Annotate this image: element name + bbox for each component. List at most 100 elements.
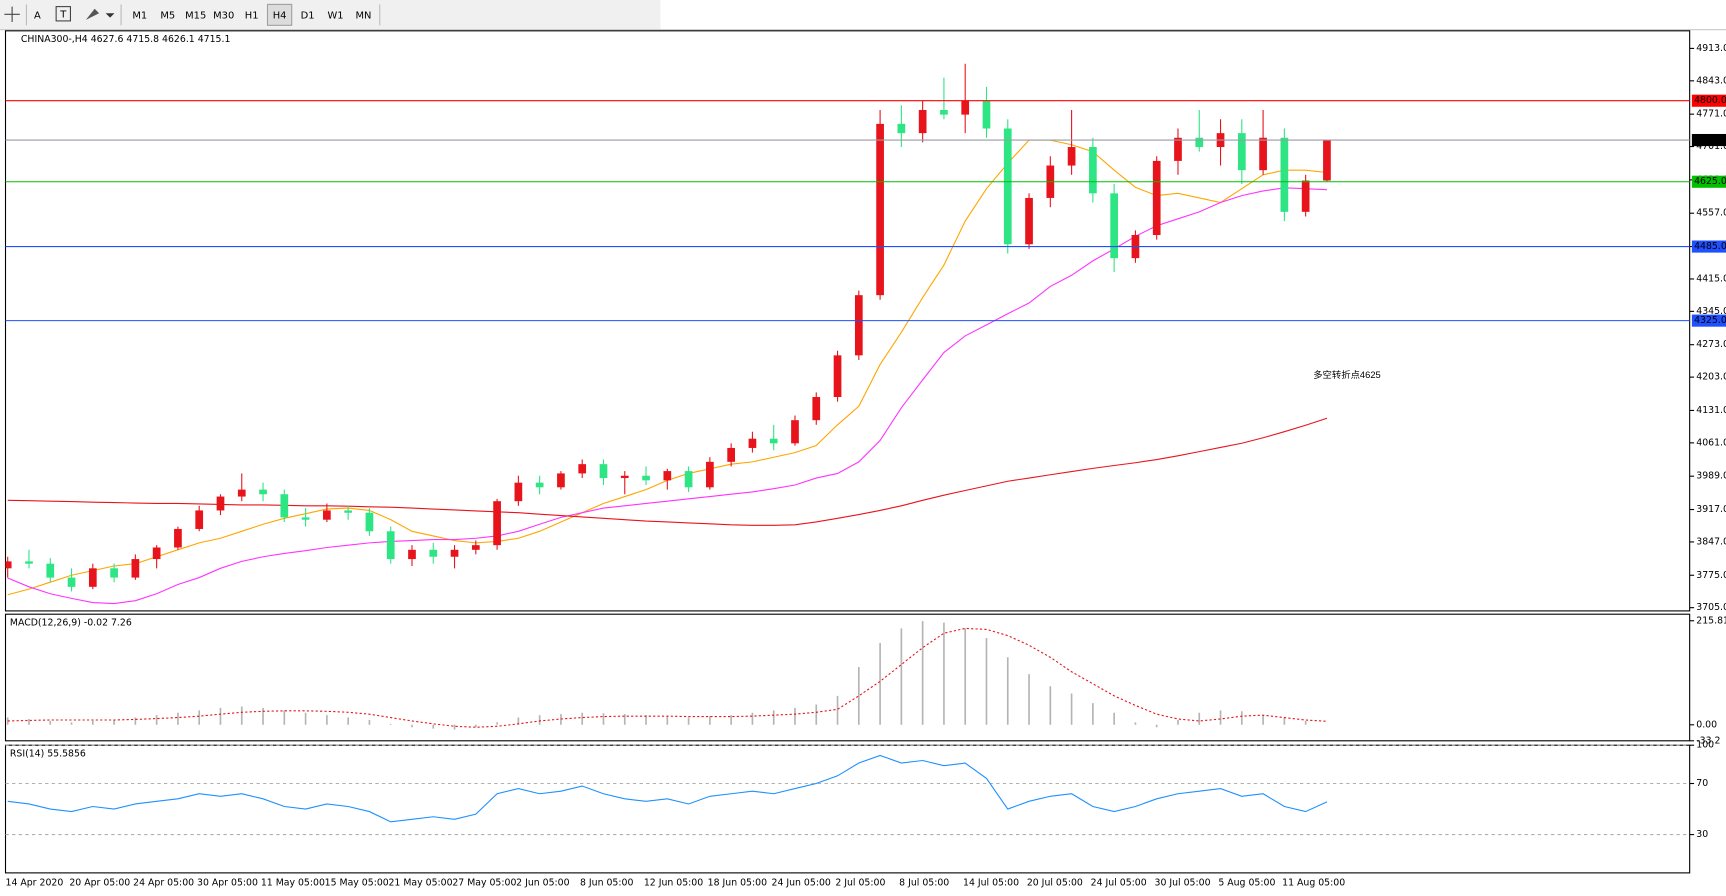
chart-panel (4, 613, 1691, 742)
candle-body (5, 561, 12, 569)
candle-body (152, 547, 161, 560)
moving-average-line (7, 417, 1328, 526)
timeframe-button[interactable]: M15 (185, 10, 206, 21)
price-level-tag (1691, 175, 1726, 188)
timeframe-button[interactable]: D1 (301, 10, 315, 21)
candle-body (301, 517, 310, 520)
candle-body (961, 100, 970, 115)
candle-body (982, 100, 991, 129)
x-tick-label: 24 Jun 05:00 (772, 877, 831, 888)
x-tick-label: 30 Apr 05:00 (197, 877, 258, 888)
y-tick-label: 4131.0 (1696, 405, 1726, 416)
indicator-line (7, 754, 1328, 823)
candle-body (1280, 137, 1289, 212)
timeframe-button[interactable]: M1 (132, 10, 147, 21)
timeframe-button[interactable]: H4 (273, 10, 287, 21)
chart-panel (4, 744, 1691, 874)
y-tick-label: 0.00 (1696, 719, 1717, 730)
chart-annotation: 多空转折点4625 (1313, 369, 1381, 380)
y-tick-label: 100 (1696, 740, 1714, 751)
y-tick-label: 4843.0 (1696, 75, 1726, 86)
candle-body (727, 447, 736, 462)
y-tick-label: 4061.0 (1696, 437, 1726, 448)
x-tick-label: 14 Jul 05:00 (963, 877, 1019, 888)
timeframe-button[interactable]: W1 (327, 10, 343, 21)
tool-objects[interactable] (85, 8, 115, 20)
price-level-tag (1691, 314, 1726, 327)
candle-body (791, 420, 799, 444)
candle-body (514, 482, 523, 502)
candle-body (386, 531, 395, 560)
toolbar: T A (0, 0, 1726, 31)
icon-shape (85, 8, 100, 20)
plot-area (6, 621, 1328, 730)
timeframe-button[interactable]: M5 (160, 10, 175, 21)
y-tick-label: 30 (1696, 829, 1708, 840)
price-level-label: 4800.0 (1694, 95, 1726, 106)
x-tick-label: 2 Jul 05:00 (835, 877, 885, 888)
candle-body (1259, 137, 1267, 171)
timeframe-button[interactable]: M30 (213, 10, 234, 21)
timeframe-button[interactable]: H1 (245, 10, 259, 21)
candle-body (535, 482, 544, 488)
x-tick-label: 11 May 05:00 (261, 877, 325, 888)
x-tick-label: 2 Jun 05:00 (516, 877, 569, 888)
x-tick-label: 8 Jul 05:00 (899, 877, 949, 888)
candle-body (1025, 197, 1033, 245)
candle-body (323, 510, 331, 520)
candle-body (88, 568, 97, 587)
candle-body (1003, 128, 1012, 245)
y-tick-label: 4203.0 (1696, 372, 1726, 383)
y-tick-label: -33.2 (1696, 735, 1720, 746)
candle-body (25, 561, 33, 564)
candle-body (259, 489, 267, 495)
candle-body (280, 494, 289, 518)
candle-body (195, 510, 204, 529)
candle-body (110, 568, 118, 578)
timeframe-button[interactable]: MN (356, 10, 372, 21)
price-level-tag (1691, 240, 1726, 253)
candle-body (833, 355, 842, 398)
candle-body (897, 123, 906, 134)
y-tick-label: 4701.0 (1696, 141, 1726, 152)
price-level-tag (1691, 94, 1726, 107)
candle-body (429, 549, 438, 557)
x-tick-label: 12 Jun 05:00 (644, 877, 703, 888)
price-level-label: 4715.1 (1694, 135, 1726, 146)
price-level-label: 4625.0 (1694, 176, 1726, 187)
y-tick-label: 4557.0 (1696, 208, 1726, 219)
active-timeframe-bg (266, 3, 293, 26)
x-tick-label: 24 Apr 05:00 (133, 877, 194, 888)
icon-glyph: T (59, 9, 67, 20)
tool-text-label[interactable]: T (55, 6, 71, 22)
price-level-label: 4485.0 (1694, 241, 1726, 252)
x-tick-label: 20 Apr 05:00 (69, 877, 130, 888)
x-tick-label: 30 Jul 05:00 (1155, 877, 1211, 888)
candle-body (918, 109, 927, 134)
candle-body (557, 473, 565, 488)
candle-body (365, 512, 374, 532)
candle-body (174, 528, 182, 548)
candle-body (1089, 147, 1097, 194)
candle-body (493, 501, 501, 546)
tool-crosshair[interactable] (3, 6, 21, 24)
candle-body (216, 496, 225, 511)
candle-body (408, 549, 416, 560)
x-tick-label: 24 Jul 05:00 (1091, 877, 1147, 888)
candle-body (131, 559, 140, 578)
x-tick-label: 11 Aug 05:00 (1282, 877, 1345, 888)
y-tick-label: 215.81 (1696, 615, 1726, 626)
y-tick-label: 3847.0 (1696, 536, 1726, 547)
x-tick-label: 15 May 05:00 (325, 877, 389, 888)
y-tick-label: 3989.0 (1696, 471, 1726, 482)
y-tick-label: 4415.0 (1696, 273, 1726, 284)
price-level-label: 4325.0 (1694, 315, 1726, 326)
y-tick-label: 4345.0 (1696, 306, 1726, 317)
candle-body (748, 438, 757, 448)
candle-body (1237, 133, 1246, 171)
tool-font[interactable]: A (34, 10, 41, 21)
x-tick-label: 21 May 05:00 (389, 877, 453, 888)
macd-signal-line (7, 627, 1328, 728)
x-tick-label: 5 Aug 05:00 (1218, 877, 1275, 888)
